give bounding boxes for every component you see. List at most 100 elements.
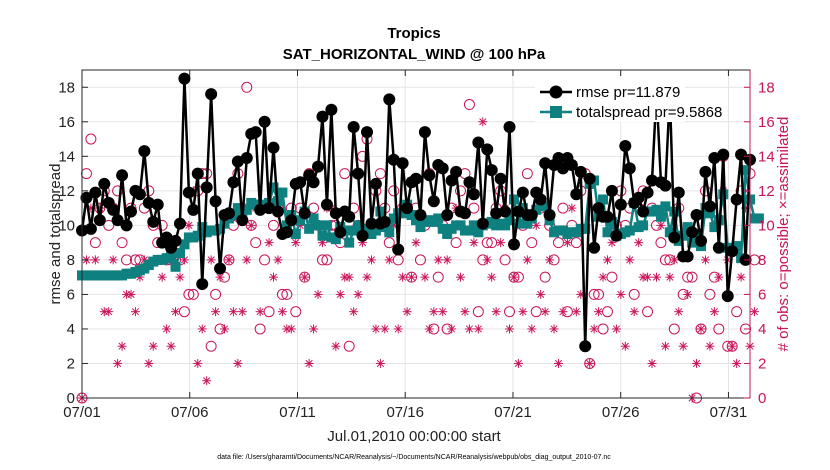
obs-possible-point <box>526 237 538 249</box>
rmse-point <box>450 165 463 178</box>
obs-possible-point <box>116 237 128 249</box>
rmse-point <box>503 120 516 133</box>
obs-possible-point <box>276 288 288 300</box>
rmse-point <box>601 210 614 223</box>
obs-assimilated-point <box>420 272 430 282</box>
y-axis-left: 0 2 4 6 8 10 12 14 16 18 <box>58 79 88 407</box>
y-right-tick-label: 16 <box>758 114 775 131</box>
obs-possible-point <box>682 271 694 283</box>
obs-assimilated-point <box>113 358 123 368</box>
totalspread-point <box>397 208 408 219</box>
obs-possible-point <box>642 306 654 318</box>
rmse-point <box>200 181 213 194</box>
rmse-point <box>588 241 601 254</box>
y-right-tick-label: 4 <box>758 321 766 338</box>
obs-possible-point <box>686 271 698 283</box>
legend-rmse-marker <box>549 85 563 99</box>
obs-assimilated-point <box>242 255 252 265</box>
obs-assimilated-point <box>518 307 528 317</box>
rmse-point <box>258 115 271 128</box>
totalspread-point <box>411 215 421 226</box>
rmse-point <box>610 229 623 242</box>
rmse-point <box>209 195 222 208</box>
y-tick-label: 16 <box>58 114 75 131</box>
obs-assimilated-point <box>496 238 506 248</box>
obs-possible-point <box>463 99 475 111</box>
rmse-point <box>178 72 191 85</box>
obs-assimilated-point <box>562 238 572 248</box>
obs-assimilated-point <box>202 376 212 386</box>
obs-assimilated-point <box>349 307 359 317</box>
obs-assimilated-point <box>273 255 283 265</box>
totalspread-point <box>606 216 617 227</box>
obs-assimilated-point <box>643 272 653 282</box>
rmse-point <box>726 245 739 258</box>
rmse-point <box>227 176 240 189</box>
y-axis-right-label: # of obs: o=possible; ×=assimilated <box>775 117 792 352</box>
rmse-point <box>605 184 618 197</box>
obs-assimilated-point <box>304 358 314 368</box>
obs-possible-point <box>259 254 271 266</box>
x-tick-label: 07/11 <box>279 404 315 421</box>
rmse-point <box>214 262 227 275</box>
obs-assimilated-point <box>692 358 702 368</box>
rmse-point <box>614 198 627 211</box>
rmse-point <box>543 209 556 222</box>
obs-possible-point <box>450 237 462 249</box>
y-tick-label: 8 <box>67 252 75 269</box>
totalspread-point <box>704 208 715 219</box>
obs-assimilated-point <box>629 307 639 317</box>
rmse-point <box>254 203 267 216</box>
x-tick-label: 07/16 <box>386 404 424 421</box>
obs-assimilated-point <box>424 324 434 334</box>
totalspread-point <box>308 213 319 224</box>
x-tick-label: 07/21 <box>494 404 532 421</box>
rmse-point <box>485 164 498 177</box>
obs-assimilated-point <box>505 324 515 334</box>
totalspread-point <box>166 251 177 262</box>
obs-possible-point <box>655 237 667 249</box>
obs-assimilated-point <box>291 238 301 248</box>
rmse-point <box>668 231 681 244</box>
totalspread-point <box>624 225 635 236</box>
totalspread-point <box>215 223 226 234</box>
obs-assimilated-point <box>491 307 501 317</box>
obs-assimilated-point <box>375 358 385 368</box>
obs-possible-point <box>731 306 743 318</box>
totalspread-point <box>513 218 524 229</box>
obs-assimilated-point <box>157 272 167 282</box>
rmse-point <box>463 176 476 189</box>
rmse-point <box>116 169 129 182</box>
rmse-point <box>712 241 725 254</box>
obs-possible-point <box>713 323 725 335</box>
rmse-point <box>365 217 378 230</box>
obs-possible-point <box>588 288 600 300</box>
obs-assimilated-point <box>598 272 608 282</box>
rmse-point <box>623 162 636 175</box>
totalspread-point <box>473 227 484 238</box>
totalspread-point <box>330 234 341 245</box>
rmse-point <box>347 120 360 133</box>
obs-assimilated-point <box>487 272 497 282</box>
rmse-point <box>280 226 293 239</box>
totalspread-point <box>508 194 519 205</box>
totalspread-point <box>388 213 399 224</box>
rmse-point <box>320 198 333 211</box>
totalspread-point <box>192 230 203 241</box>
rmse-point <box>481 143 494 156</box>
obs-assimilated-point <box>171 307 181 317</box>
obs-assimilated-point <box>384 255 394 265</box>
obs-assimilated-point <box>469 238 479 248</box>
totalspread-point <box>678 230 689 241</box>
legend-rmse-label: rmse pr=11.879 <box>576 84 680 101</box>
rmse-point <box>98 177 111 190</box>
rmse-point <box>436 162 449 175</box>
obs-assimilated-point <box>184 220 194 230</box>
obs-assimilated-point <box>126 289 136 299</box>
rmse-point <box>80 191 93 204</box>
obs-possible-point <box>89 237 101 249</box>
obs-assimilated-point <box>527 324 537 334</box>
rmse-point <box>552 152 565 165</box>
rmse-point <box>222 207 235 220</box>
rmse-point <box>343 210 356 223</box>
